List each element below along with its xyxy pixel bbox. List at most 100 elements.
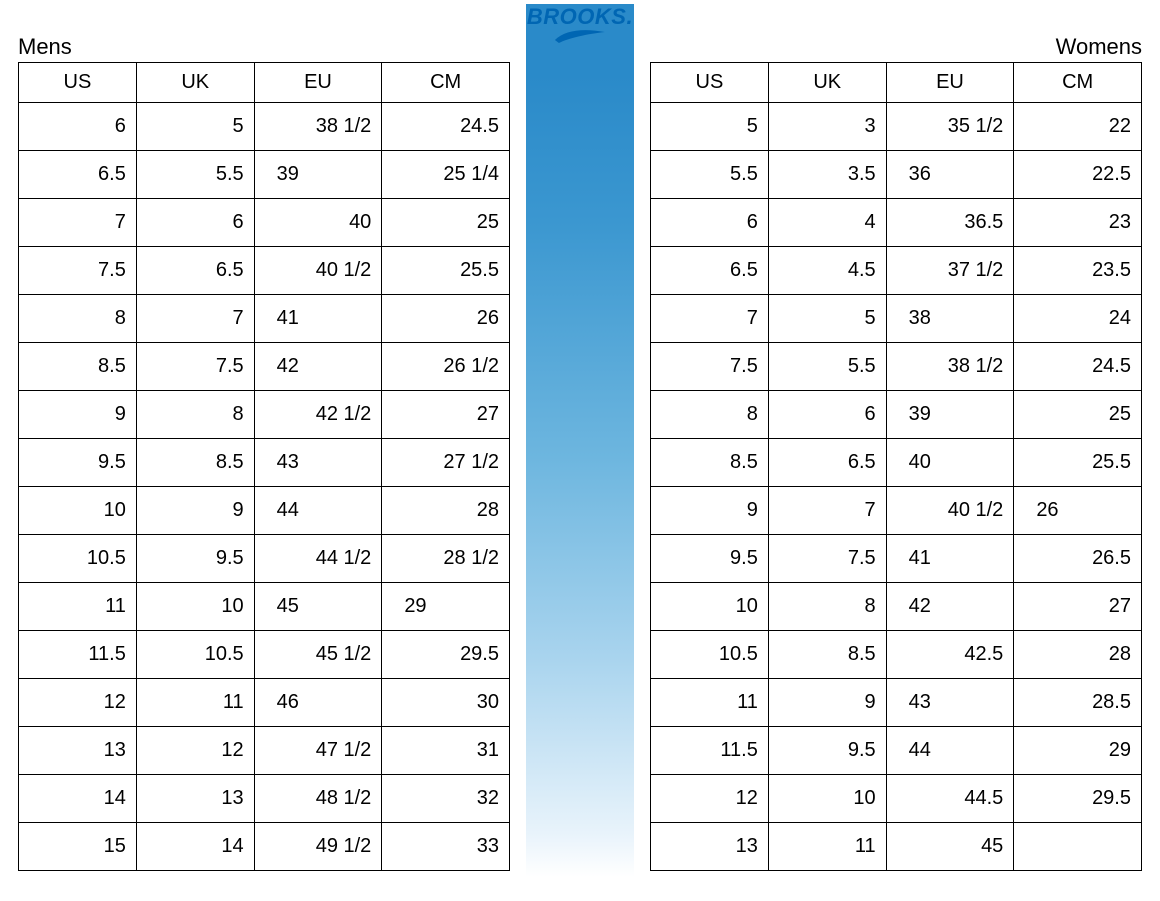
mens-size-table: US UK EU CM 6538 1/224.56.55.53925 1/476… [18,62,510,871]
mens-cell-us: 6 [19,103,137,151]
womens-cell-uk: 9.5 [768,727,886,775]
mens-cell-us: 11.5 [19,631,137,679]
mens-cell-us: 9.5 [19,439,137,487]
mens-cell-eu: 48 1/2 [254,775,382,823]
womens-cell-uk: 8.5 [768,631,886,679]
womens-cell-us: 7 [651,295,769,343]
mens-cell-eu: 47 1/2 [254,727,382,775]
mens-cell-uk: 10.5 [136,631,254,679]
table-row: 9.57.54126.5 [651,535,1142,583]
womens-cell-uk: 11 [768,823,886,871]
womens-size-table: US UK EU CM 5335 1/2225.53.53622.56436.5… [650,62,1142,871]
womens-cell-uk: 6 [768,391,886,439]
mens-cell-uk: 9.5 [136,535,254,583]
mens-cell-uk: 8 [136,391,254,439]
mens-cell-eu: 46 [254,679,382,727]
womens-label: Womens [1056,34,1142,60]
mens-cell-cm: 25 [382,199,510,247]
table-row: 7.55.538 1/224.5 [651,343,1142,391]
womens-cell-us: 10.5 [651,631,769,679]
table-row: 10.58.542.528 [651,631,1142,679]
table-row: 121044.529.5 [651,775,1142,823]
mens-cell-cm: 26 1/2 [382,343,510,391]
womens-cell-eu: 35 1/2 [886,103,1014,151]
mens-cell-uk: 9 [136,487,254,535]
col-header-cm: CM [1014,63,1142,103]
womens-cell-us: 6.5 [651,247,769,295]
womens-cell-uk: 8 [768,583,886,631]
mens-cell-uk: 10 [136,583,254,631]
col-header-uk: UK [136,63,254,103]
womens-cell-uk: 3.5 [768,151,886,199]
mens-cell-cm: 29.5 [382,631,510,679]
mens-cell-eu: 40 [254,199,382,247]
womens-cell-us: 9.5 [651,535,769,583]
womens-cell-us: 5.5 [651,151,769,199]
womens-cell-cm: 28.5 [1014,679,1142,727]
mens-cell-uk: 11 [136,679,254,727]
womens-cell-us: 8.5 [651,439,769,487]
mens-cell-eu: 44 1/2 [254,535,382,583]
womens-cell-eu: 42 [886,583,1014,631]
womens-table-container: US UK EU CM 5335 1/2225.53.53622.56436.5… [650,62,1142,871]
table-row: 131247 1/231 [19,727,510,775]
womens-cell-cm: 26 [1014,487,1142,535]
womens-cell-eu: 38 [886,295,1014,343]
table-row: 764025 [19,199,510,247]
table-row: 753824 [651,295,1142,343]
womens-cell-eu: 36 [886,151,1014,199]
womens-cell-uk: 6.5 [768,439,886,487]
womens-cell-eu: 40 1/2 [886,487,1014,535]
mens-cell-us: 8 [19,295,137,343]
womens-cell-cm: 24.5 [1014,343,1142,391]
mens-cell-cm: 29 [382,583,510,631]
mens-cell-cm: 28 [382,487,510,535]
mens-cell-us: 12 [19,679,137,727]
mens-cell-uk: 5.5 [136,151,254,199]
mens-cell-eu: 45 [254,583,382,631]
table-row: 6436.523 [651,199,1142,247]
table-row: 874126 [19,295,510,343]
womens-cell-cm [1014,823,1142,871]
womens-cell-cm: 29 [1014,727,1142,775]
womens-cell-us: 7.5 [651,343,769,391]
womens-cell-us: 5 [651,103,769,151]
table-row: 1084227 [651,583,1142,631]
womens-cell-cm: 22.5 [1014,151,1142,199]
mens-cell-us: 15 [19,823,137,871]
mens-cell-us: 7 [19,199,137,247]
mens-cell-uk: 7.5 [136,343,254,391]
womens-cell-eu: 45 [886,823,1014,871]
womens-cell-us: 11.5 [651,727,769,775]
womens-cell-uk: 5 [768,295,886,343]
mens-cell-cm: 25.5 [382,247,510,295]
mens-cell-us: 10.5 [19,535,137,583]
mens-cell-cm: 27 1/2 [382,439,510,487]
womens-cell-uk: 7.5 [768,535,886,583]
mens-cell-us: 7.5 [19,247,137,295]
table-header-row: US UK EU CM [651,63,1142,103]
womens-cell-uk: 3 [768,103,886,151]
table-row: 7.56.540 1/225.5 [19,247,510,295]
mens-table-container: US UK EU CM 6538 1/224.56.55.53925 1/476… [18,62,510,871]
mens-cell-cm: 33 [382,823,510,871]
mens-cell-uk: 13 [136,775,254,823]
mens-cell-cm: 25 1/4 [382,151,510,199]
womens-cell-eu: 38 1/2 [886,343,1014,391]
col-header-us: US [651,63,769,103]
womens-cell-cm: 25.5 [1014,439,1142,487]
table-row: 11104529 [19,583,510,631]
col-header-uk: UK [768,63,886,103]
womens-cell-us: 9 [651,487,769,535]
mens-cell-cm: 31 [382,727,510,775]
table-row: 6538 1/224.5 [19,103,510,151]
womens-cell-cm: 29.5 [1014,775,1142,823]
center-gap [510,62,650,871]
womens-cell-eu: 41 [886,535,1014,583]
mens-cell-cm: 28 1/2 [382,535,510,583]
mens-cell-cm: 27 [382,391,510,439]
womens-cell-uk: 4.5 [768,247,886,295]
size-chart-page: BROOKS. Mens Womens US UK EU CM 6 [0,0,1160,901]
mens-cell-us: 9 [19,391,137,439]
womens-cell-uk: 9 [768,679,886,727]
